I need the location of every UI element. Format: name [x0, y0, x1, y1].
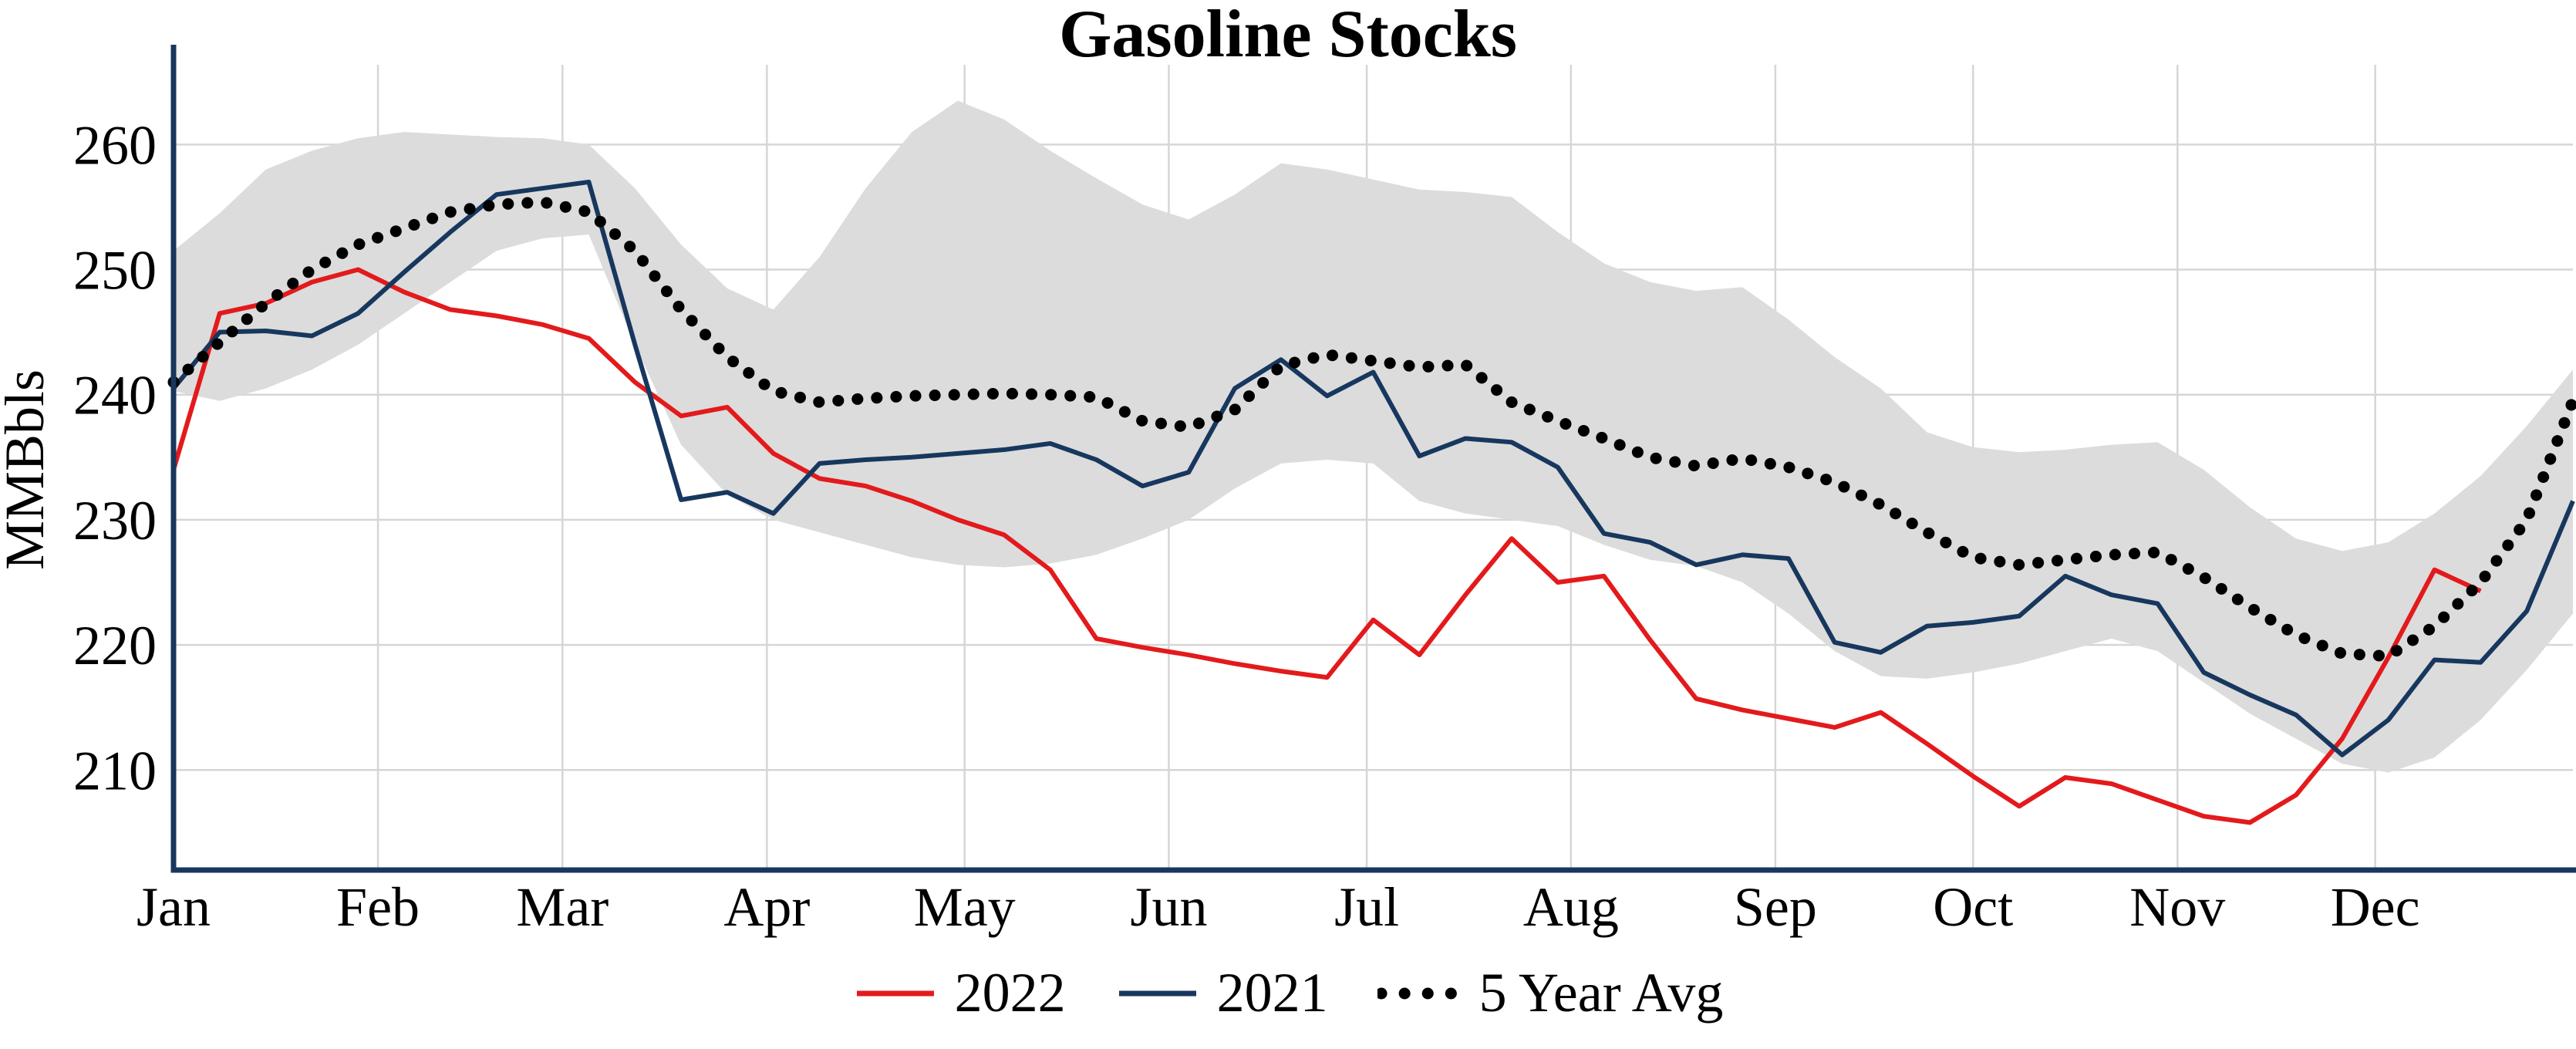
x-tick-label: Jan: [137, 876, 211, 938]
x-tick-label: Dec: [2331, 876, 2420, 938]
legend-item-2022: 2022: [853, 961, 1066, 1025]
series-line-2022: [171, 267, 2482, 825]
y-tick-label: 250: [73, 240, 157, 302]
legend-swatch-5-year-avg: [1377, 987, 1462, 999]
series-line-2021: [171, 179, 2575, 757]
chart-legend: 2022 2021 5 Year Avg: [0, 961, 2576, 1025]
x-tick-label: Sep: [1734, 876, 1817, 938]
y-tick-label: 220: [73, 615, 157, 676]
x-tick-label: Nov: [2129, 876, 2225, 938]
y-axis-title: MMBbls: [0, 369, 56, 570]
x-tick-label: Mar: [516, 876, 609, 938]
legend-item-2021: 2021: [1115, 961, 1328, 1025]
y-tick-label: 210: [73, 740, 157, 801]
x-tick-label: Jun: [1130, 876, 1207, 938]
legend-swatch-2021: [1118, 990, 1196, 996]
chart-svg: 210 220 230 240 250 260 Jan Feb Mar Apr May Jun Jul A…: [0, 45, 2576, 938]
y-tick-label: 240: [73, 365, 157, 427]
legend-item-5-year-avg: 5 Year Avg: [1377, 961, 1724, 1025]
legend-swatch-2022: [856, 990, 934, 996]
x-tick-label: Feb: [336, 876, 420, 938]
x-tick-label: Oct: [1933, 876, 2013, 938]
series-line-5-year-avg: [167, 196, 2576, 663]
x-tick-label: May: [914, 876, 1016, 938]
legend-label-2021: 2021: [1216, 962, 1328, 1024]
five-year-range-band: [174, 100, 2573, 773]
x-tick-label: Apr: [723, 876, 810, 938]
y-tick-label: 260: [73, 114, 157, 176]
x-tick-label: Jul: [1334, 876, 1399, 938]
legend-label-2022: 2022: [954, 962, 1066, 1024]
legend-label-5-year-avg: 5 Year Avg: [1479, 962, 1724, 1024]
chart-title: Gasoline Stocks: [1058, 0, 1518, 72]
y-tick-label: 230: [73, 490, 157, 551]
x-tick-label: Aug: [1523, 876, 1619, 938]
